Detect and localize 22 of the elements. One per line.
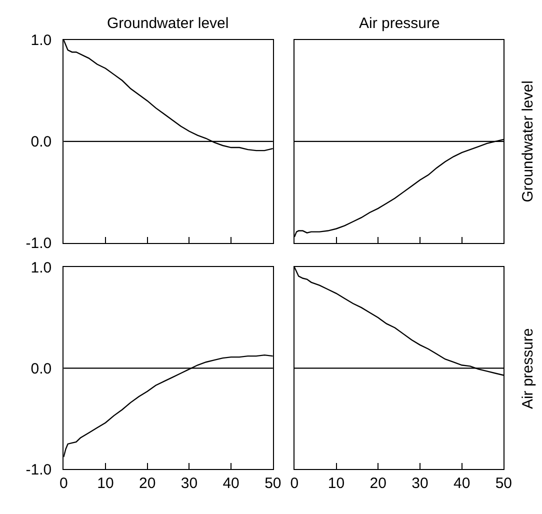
y-tick-label: 0.0	[30, 360, 52, 378]
x-tick-label: 50	[264, 475, 282, 492]
x-tick-label: 0	[290, 475, 299, 492]
x-tick-label: 50	[495, 475, 512, 492]
x-tick-label: 30	[412, 475, 428, 492]
y-axis-title: Air pressure	[520, 328, 537, 410]
x-tick-label: 10	[328, 475, 345, 492]
y-tick-label: 0.0	[30, 134, 52, 151]
chart-title: Air pressure	[359, 15, 440, 32]
chart-title: Groundwater level	[107, 15, 229, 32]
y-tick-label: -1.0	[26, 235, 52, 252]
x-tick-label: 20	[139, 475, 156, 492]
x-tick-label: 0	[59, 475, 68, 492]
x-tick-label: 40	[222, 475, 240, 492]
y-axis-title: Groundwater level	[519, 80, 536, 202]
y-tick-label: -1.0	[26, 461, 52, 478]
x-tick-label: 30	[180, 475, 198, 492]
y-tick-label: 1.0	[30, 259, 52, 276]
y-tick-label: 1.0	[30, 32, 52, 50]
x-tick-label: 10	[97, 475, 114, 492]
x-tick-label: 20	[370, 475, 386, 492]
x-tick-label: 40	[453, 475, 470, 492]
